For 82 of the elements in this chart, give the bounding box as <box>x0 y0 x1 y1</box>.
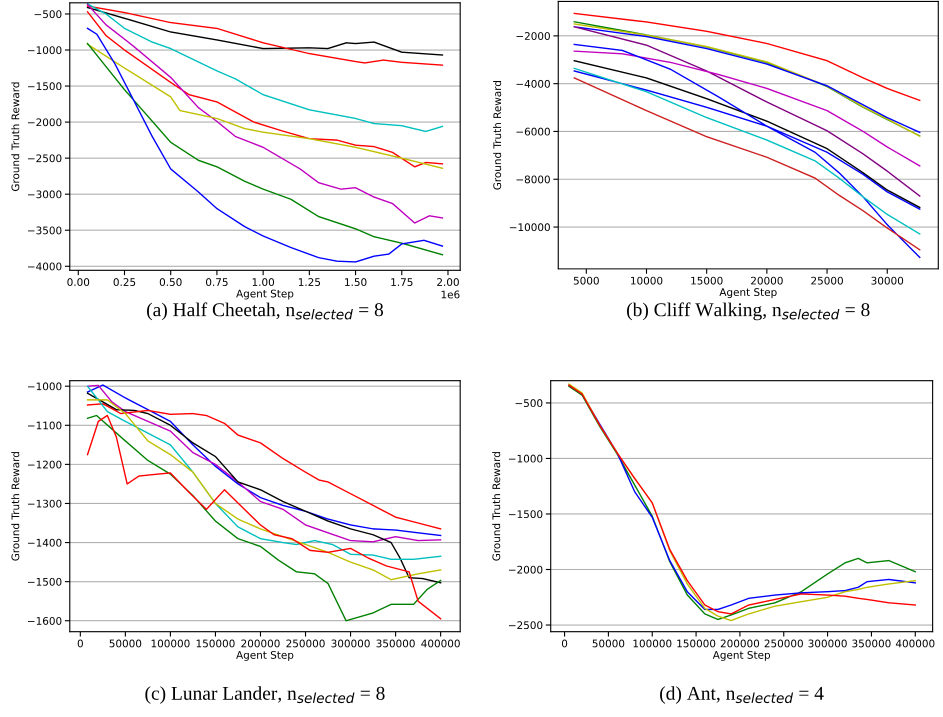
line-series <box>86 44 444 169</box>
y-tick-label: −2000 <box>28 118 62 126</box>
x-tick-label: 300000 <box>331 640 370 648</box>
y-tick-label: −1600 <box>28 616 62 625</box>
x-axis-title: Agent Step <box>719 288 777 298</box>
y-tick-label: −6000 <box>516 128 550 136</box>
y-tick-label: −1000 <box>28 46 62 54</box>
x-tick-label: 300000 <box>808 640 847 648</box>
line-series <box>574 26 920 197</box>
y-tick-label: −4000 <box>516 80 550 88</box>
line-series <box>574 44 920 258</box>
x-tick-label: 100000 <box>152 640 190 648</box>
x-tick-label: 150000 <box>677 640 716 648</box>
line-series <box>86 5 444 66</box>
x-tick-label: 0.25 <box>114 278 136 286</box>
x-tick-label: 1.25 <box>298 278 320 286</box>
text: (b) Cliff Walking, n$_{selected}$ = 8 <box>627 302 870 320</box>
line-series <box>86 4 444 224</box>
line-series <box>86 403 442 530</box>
x-tick-label: 350000 <box>852 640 891 648</box>
y-tick-label: −2500 <box>28 154 62 162</box>
x-tick-label: 50000 <box>592 640 624 648</box>
x-tick-label: 1.75 <box>391 278 412 286</box>
text: (c) Lunar Lander, n$_{selected}$ = 8 <box>145 686 385 704</box>
y-tick-label: −10000 <box>510 223 550 232</box>
x-tick-label: 30000 <box>871 276 904 285</box>
line-series <box>86 6 444 56</box>
y-tick-label: −4000 <box>28 262 62 270</box>
x-tick-label: 250000 <box>286 640 325 648</box>
y-tick-label: −3500 <box>28 226 62 234</box>
x-axis-title: Agent Step <box>236 650 294 661</box>
y-tick-label: −1000 <box>28 382 62 390</box>
y-tick-label: −8000 <box>516 175 550 184</box>
y-tick-label: −3000 <box>28 190 62 198</box>
x-tick-label: 0 <box>562 640 568 648</box>
x-tick-label: 0 <box>78 640 83 648</box>
y-tick-label: −1100 <box>28 422 62 430</box>
y-axis-title: Ground Truth Reward <box>493 81 502 190</box>
y-tick-label: −1500 <box>28 578 62 586</box>
x-tick-label: 250000 <box>764 640 803 648</box>
y-tick-label: −1500 <box>508 510 542 518</box>
line-series <box>86 11 444 168</box>
line-series <box>574 12 920 102</box>
y-tick-label: −2500 <box>508 621 542 630</box>
x-tick-label: 100000 <box>634 640 672 648</box>
y-tick-label: −500 <box>516 399 542 408</box>
text: (a) Half Cheetah, n$_{selected}$ = 8 <box>147 302 384 320</box>
x-tick-label: 10000 <box>631 276 662 285</box>
text: 1e6 <box>442 290 460 298</box>
x-tick-label: 5000 <box>574 276 599 285</box>
x-tick-label: 0.50 <box>160 278 182 286</box>
x-tick-label: 20000 <box>751 276 783 285</box>
y-tick-label: −2000 <box>508 566 542 574</box>
y-tick-label: −2000 <box>516 32 550 40</box>
y-tick-label: −500 <box>34 10 62 18</box>
x-tick-label: 25000 <box>811 276 843 285</box>
y-axis-title: Ground Truth Reward <box>11 82 20 192</box>
y-axis-title: Ground Truth Reward <box>492 452 500 561</box>
y-tick-label: −1300 <box>28 500 62 508</box>
line-series <box>86 3 444 132</box>
x-tick-label: 400000 <box>421 640 460 648</box>
x-axis-title: Agent Step <box>712 650 770 661</box>
x-tick-label: 50000 <box>110 640 142 648</box>
y-tick-label: −1400 <box>28 538 62 547</box>
x-tick-label: 200000 <box>720 640 760 648</box>
x-tick-label: 0.00 <box>67 278 90 286</box>
y-axis-title: Ground Truth Reward <box>11 452 20 561</box>
x-tick-label: 15000 <box>691 276 723 285</box>
line-series <box>574 50 920 167</box>
x-tick-label: 350000 <box>376 640 415 648</box>
y-tick-label: −1200 <box>28 460 62 468</box>
x-tick-label: 2.00 <box>437 278 459 286</box>
x-tick-label: 0.75 <box>206 278 228 286</box>
x-tick-label: 1.50 <box>345 278 366 286</box>
x-tick-label: 1.00 <box>252 278 274 286</box>
x-tick-label: 150000 <box>196 640 235 648</box>
text: (d) Ant, n$_{selected}$ = 4 <box>660 686 824 704</box>
y-tick-label: −1500 <box>28 82 62 90</box>
x-tick-label: 200000 <box>241 640 280 648</box>
x-tick-label: 400000 <box>896 640 934 648</box>
x-axis-title: Agent Step <box>236 290 294 300</box>
y-tick-label: −1000 <box>508 454 542 463</box>
